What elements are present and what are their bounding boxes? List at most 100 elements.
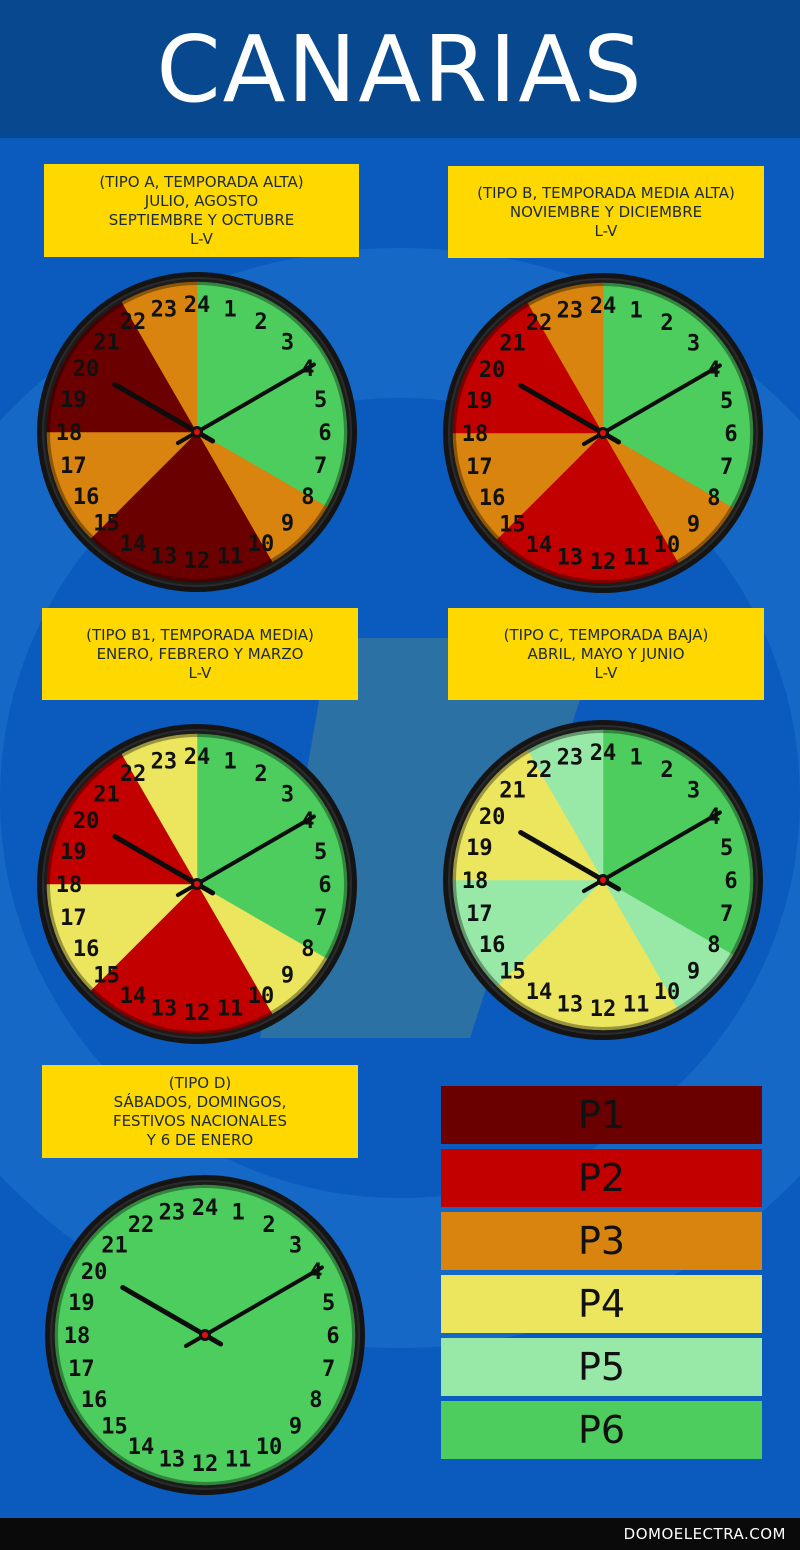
header: CANARIAS [0,0,800,138]
hour-label: 5 [314,388,327,413]
hour-label: 9 [289,1415,302,1440]
clock-tipo-a: 123456789101112131415161718192021222324 [37,272,357,592]
hour-label: 18 [462,422,489,447]
label-line: y 6 de enero [146,1130,254,1149]
hour-label: 24 [192,1196,219,1221]
label-tipo-b1: (Tipo B1, temporada media) Enero, febrer… [42,608,358,700]
hour-label: 6 [318,421,331,446]
hour-label: 7 [720,902,733,927]
legend-label: P3 [577,1219,626,1263]
label-line: festivos nacionales [112,1111,288,1130]
hour-label: 2 [254,762,267,787]
hour-label: 12 [590,997,617,1022]
hour-label: 22 [120,310,147,335]
label-line: Noviembre y diciembre [509,202,703,221]
hour-label: 16 [81,1388,108,1413]
hour-label: 6 [318,873,331,898]
hour-label: 8 [707,486,720,511]
footer-site: DOMOELECTRA.COM [623,1525,786,1543]
hour-label: 15 [499,513,526,538]
label-line: (Tipo C, temporada baja) [503,625,709,644]
hour-label: 3 [281,782,294,807]
hour-label: 8 [301,485,314,510]
hour-label: 8 [309,1388,322,1413]
label-line: Abril, mayo y junio [527,644,685,663]
clock-tipo-b: 123456789101112131415161718192021222324 [443,273,763,593]
hour-label: 23 [159,1200,186,1225]
hour-label: 16 [73,937,100,962]
label-line: (Tipo B1, temporada media) [86,625,314,644]
hour-label: 5 [314,840,327,865]
hour-label: 23 [151,749,178,774]
legend-label: P4 [577,1282,626,1326]
hour-label: 22 [128,1213,155,1238]
legend-item-p6: P6 [441,1401,762,1459]
hour-label: 1 [630,298,643,323]
legend-label: P6 [577,1408,626,1452]
hour-label: 13 [159,1448,186,1473]
period-sector-p6 [165,1184,206,1336]
clock-tipo-d: 123456789101112131415161718192021222324 [45,1175,365,1495]
hour-label: 13 [557,546,584,571]
hour-label: 10 [654,533,681,558]
hour-label: 23 [557,745,584,770]
hour-label: 2 [660,311,673,336]
hour-label: 12 [184,1001,211,1026]
clock-tipo-c: 123456789101112131415161718192021222324 [443,720,763,1040]
hour-label: 22 [526,311,553,336]
clock-glass-shadow [450,727,756,1033]
hour-label: 19 [466,389,493,414]
hour-label: 13 [151,997,178,1022]
hour-label: 18 [64,1324,91,1349]
hour-label: 11 [217,997,244,1022]
hour-label: 12 [590,550,617,575]
hour-label: 3 [281,330,294,355]
legend-label: P2 [577,1156,626,1200]
hour-label: 13 [557,993,584,1018]
hour-label: 17 [60,454,87,479]
hour-label: 15 [499,960,526,985]
hour-label: 19 [60,840,87,865]
hour-label: 22 [526,758,553,783]
label-line: L-V [190,229,213,248]
label-line: Julio, agosto [144,191,259,210]
hour-label: 1 [224,749,237,774]
hand-hub-center [600,877,606,883]
hour-label: 19 [60,388,87,413]
hour-label: 19 [466,836,493,861]
hour-label: 6 [724,422,737,447]
hour-label: 17 [68,1357,95,1382]
hour-label: 10 [248,532,275,557]
legend-item-p4: P4 [441,1275,762,1333]
label-tipo-b: (Tipo B, temporada media alta) Noviembre… [448,166,764,258]
hour-label: 14 [120,984,147,1009]
hour-label: 24 [184,293,211,318]
hour-label: 23 [557,298,584,323]
legend-item-p5: P5 [441,1338,762,1396]
hour-label: 7 [314,454,327,479]
hour-label: 6 [326,1324,339,1349]
hour-label: 24 [184,745,211,770]
hour-label: 15 [93,512,120,537]
hour-label: 13 [151,545,178,570]
hour-label: 16 [479,933,506,958]
label-line: (Tipo D) [168,1073,232,1092]
period-sector-p4 [157,733,198,885]
hour-label: 18 [462,869,489,894]
hour-label: 20 [81,1260,108,1285]
hour-label: 7 [322,1357,335,1382]
label-line: (Tipo B, temporada media alta) [477,183,735,202]
hour-label: 1 [630,745,643,770]
hour-label: 20 [73,357,100,382]
hour-label: 7 [314,906,327,931]
hour-label: 5 [322,1291,335,1316]
hour-label: 22 [120,762,147,787]
hand-hub-center [194,881,200,887]
hour-label: 1 [224,297,237,322]
hour-label: 9 [281,512,294,537]
hour-label: 11 [217,545,244,570]
hour-label: 6 [724,869,737,894]
hour-label: 7 [720,455,733,480]
hour-label: 10 [256,1435,283,1460]
label-line: L-V [594,221,618,240]
